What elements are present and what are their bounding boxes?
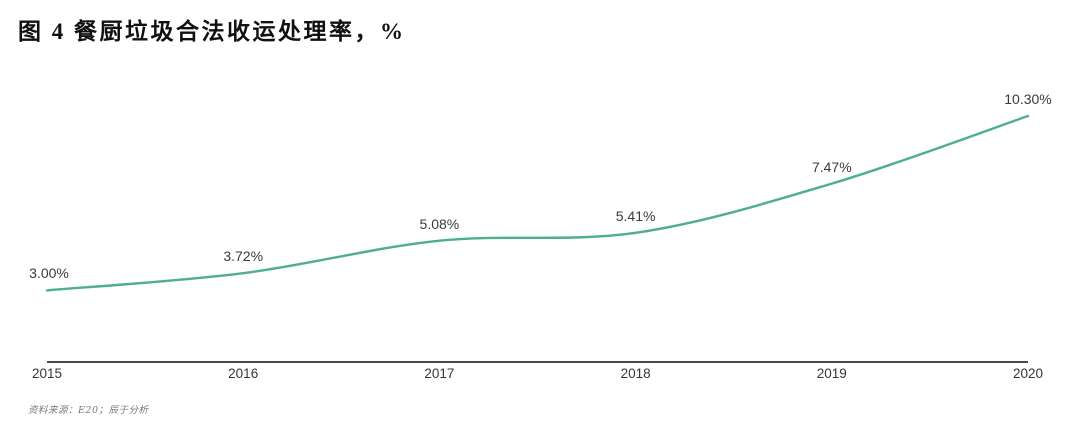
x-axis-tick-label: 2015 — [31, 366, 63, 381]
source-note: 资料来源：E20；辰于分析 — [28, 405, 149, 416]
x-axis-tick-label: 2019 — [816, 366, 847, 381]
x-axis-tick-label: 2018 — [620, 366, 651, 381]
x-axis-tick-label: 2020 — [1012, 366, 1044, 381]
data-point-label: 5.08% — [419, 215, 460, 232]
chart-title: 图 4 餐厨垃圾合法收运处理率，% — [18, 19, 406, 44]
series-line — [45, 114, 1030, 292]
data-point-label: 3.72% — [223, 248, 264, 265]
x-axis-tick-label: 2017 — [424, 366, 455, 381]
data-point-label: 10.30% — [1004, 91, 1052, 108]
data-point-label: 5.41% — [615, 207, 656, 224]
data-point-label: 7.47% — [811, 158, 852, 175]
x-axis-tick-label: 2016 — [228, 366, 259, 381]
data-point-label: 3.00% — [29, 265, 69, 282]
